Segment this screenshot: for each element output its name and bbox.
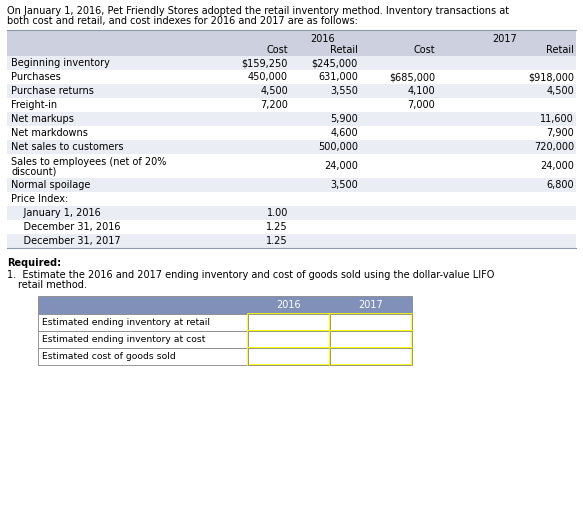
Bar	[7, 154, 576, 178]
Text: 3,500: 3,500	[330, 180, 358, 190]
Text: discount): discount)	[11, 166, 57, 176]
Text: $918,000: $918,000	[528, 72, 574, 82]
Bar	[7, 178, 576, 192]
Text: Cost: Cost	[413, 45, 435, 55]
Bar	[7, 70, 576, 84]
Text: 1.25: 1.25	[266, 222, 288, 232]
Text: Purchases: Purchases	[11, 72, 61, 82]
Text: Retail: Retail	[546, 45, 574, 55]
Text: 6,800: 6,800	[546, 180, 574, 190]
Text: Beginning inventory: Beginning inventory	[11, 58, 110, 68]
Text: 4,500: 4,500	[260, 86, 288, 96]
Bar	[38, 314, 248, 331]
Bar	[7, 56, 576, 70]
Bar	[248, 314, 330, 331]
Bar	[7, 126, 576, 140]
Bar	[330, 331, 412, 348]
Text: 5,900: 5,900	[330, 114, 358, 124]
Text: 631,000: 631,000	[318, 72, 358, 82]
Text: Freight-in: Freight-in	[11, 100, 57, 110]
Text: On January 1, 2016, Pet Friendly Stores adopted the retail inventory method. Inv: On January 1, 2016, Pet Friendly Stores …	[7, 6, 509, 16]
Bar	[38, 348, 248, 365]
Bar	[248, 331, 330, 348]
Text: 1.25: 1.25	[266, 236, 288, 246]
Bar	[330, 314, 412, 331]
Text: 450,000: 450,000	[248, 72, 288, 82]
Text: 4,500: 4,500	[546, 86, 574, 96]
Bar	[7, 112, 576, 126]
Text: 4,600: 4,600	[331, 128, 358, 138]
Text: Retail: Retail	[330, 45, 358, 55]
Bar	[7, 140, 576, 154]
Bar	[7, 234, 576, 248]
Bar	[330, 348, 412, 365]
Text: 7,000: 7,000	[408, 100, 435, 110]
Text: both cost and retail, and cost indexes for 2016 and 2017 are as follows:: both cost and retail, and cost indexes f…	[7, 16, 358, 26]
Text: 11,600: 11,600	[540, 114, 574, 124]
Text: Estimated ending inventory at cost: Estimated ending inventory at cost	[42, 335, 205, 344]
Bar	[38, 331, 248, 348]
Text: 3,550: 3,550	[330, 86, 358, 96]
Bar	[7, 98, 576, 112]
Text: Net markdowns: Net markdowns	[11, 128, 88, 138]
Bar	[330, 331, 412, 348]
Text: 1.00: 1.00	[266, 208, 288, 218]
Text: Normal spoilage: Normal spoilage	[11, 180, 90, 190]
Text: Estimated cost of goods sold: Estimated cost of goods sold	[42, 352, 175, 361]
Text: 2017: 2017	[492, 34, 517, 44]
Text: 24,000: 24,000	[540, 161, 574, 171]
Bar	[38, 296, 412, 314]
Text: $685,000: $685,000	[389, 72, 435, 82]
Text: $159,250: $159,250	[241, 58, 288, 68]
Text: retail method.: retail method.	[18, 280, 87, 290]
Text: 2016: 2016	[311, 34, 335, 44]
Bar	[248, 314, 330, 331]
Text: Cost: Cost	[266, 45, 288, 55]
Text: Net markups: Net markups	[11, 114, 74, 124]
Bar	[248, 348, 330, 365]
Bar	[248, 348, 330, 365]
Text: 7,900: 7,900	[546, 128, 574, 138]
Text: December 31, 2017: December 31, 2017	[11, 236, 121, 246]
Text: 720,000: 720,000	[534, 142, 574, 152]
Bar	[7, 192, 576, 206]
Text: Estimated ending inventory at retail: Estimated ending inventory at retail	[42, 318, 210, 327]
Text: Sales to employees (net of 20%: Sales to employees (net of 20%	[11, 157, 166, 167]
Text: Purchase returns: Purchase returns	[11, 86, 94, 96]
Text: 2016: 2016	[277, 300, 301, 310]
Text: 24,000: 24,000	[324, 161, 358, 171]
Text: 500,000: 500,000	[318, 142, 358, 152]
Bar	[330, 314, 412, 331]
Text: 2017: 2017	[359, 300, 384, 310]
Text: Required:: Required:	[7, 258, 61, 268]
Text: $245,000: $245,000	[312, 58, 358, 68]
Text: January 1, 2016: January 1, 2016	[11, 208, 101, 218]
Bar	[7, 30, 576, 56]
Bar	[7, 206, 576, 220]
Bar	[330, 348, 412, 365]
Text: Net sales to customers: Net sales to customers	[11, 142, 124, 152]
Text: 1.  Estimate the 2016 and 2017 ending inventory and cost of goods sold using the: 1. Estimate the 2016 and 2017 ending inv…	[7, 270, 494, 280]
Text: 4,100: 4,100	[408, 86, 435, 96]
Bar	[7, 84, 576, 98]
Text: 7,200: 7,200	[260, 100, 288, 110]
Text: December 31, 2016: December 31, 2016	[11, 222, 121, 232]
Text: Price Index:: Price Index:	[11, 194, 68, 204]
Bar	[248, 331, 330, 348]
Bar	[7, 220, 576, 234]
